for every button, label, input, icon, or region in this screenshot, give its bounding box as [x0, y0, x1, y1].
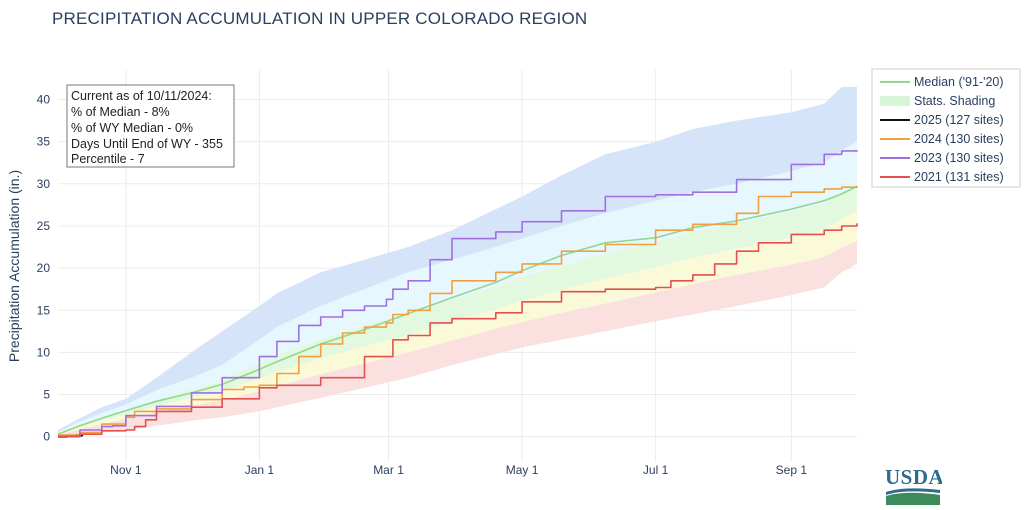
stats-shading-bands	[58, 86, 857, 437]
y-tick-label: 40	[37, 93, 51, 107]
legend[interactable]: Median ('91-'20) Stats. Shading 2025 (127 …	[871, 68, 1021, 188]
legend-label: Median ('91-'20)	[914, 75, 1004, 89]
info-line-pct-median: % of Median - 8%	[71, 105, 170, 119]
usda-logo-swoosh	[886, 488, 940, 495]
y-tick-label: 30	[37, 177, 51, 191]
band-70-90	[58, 141, 857, 434]
y-tick-label: 20	[37, 261, 51, 275]
legend-item[interactable]: Stats. Shading	[880, 94, 995, 108]
band-50-70	[58, 183, 857, 435]
legend-label: 2023 (130 sites)	[914, 151, 1004, 165]
info-line-percentile: Percentile - 7	[71, 152, 145, 166]
legend-label: Stats. Shading	[914, 94, 995, 108]
y-tick-label: 25	[37, 219, 51, 233]
y-tick-label: 5	[43, 388, 50, 402]
y-tick-label: 15	[37, 303, 51, 317]
x-tick-label: Mar 1	[373, 463, 404, 477]
axis-layer: 0 5 10 15 20 25 30 35 40 Nov 1 Jan 1 Mar 1 May 1 Jul …	[6, 93, 807, 477]
band-max-90	[58, 86, 857, 433]
x-tick-label: Jan 1	[245, 463, 275, 477]
y-tick-label: 0	[43, 430, 50, 444]
series-line-2023[interactable]	[58, 150, 858, 438]
legend-item[interactable]: 2024 (130 sites)	[880, 132, 1004, 146]
legend-item[interactable]: Median ('91-'20)	[880, 75, 1004, 89]
legend-swatch	[880, 96, 910, 106]
info-line-days-until-end: Days Until End of WY - 355	[71, 137, 223, 151]
chart-title: PRECIPITATION ACCUMULATION IN UPPER COLO…	[52, 9, 588, 28]
info-line-pct-wy-median: % of WY Median - 0%	[71, 121, 193, 135]
usda-logo: USDA	[885, 466, 942, 505]
x-tick-label: Jul 1	[643, 463, 669, 477]
legend-label: 2021 (131 sites)	[914, 170, 1004, 184]
legend-frame	[871, 68, 1021, 188]
y-tick-label: 10	[37, 345, 51, 359]
x-tick-label: May 1	[506, 463, 539, 477]
y-axis-label: Precipitation Accumulation (in.)	[6, 170, 22, 362]
legend-label: 2024 (130 sites)	[914, 132, 1004, 146]
series-line-2024[interactable]	[58, 186, 858, 436]
y-tick-label: 35	[37, 135, 51, 149]
band-min-30	[58, 241, 857, 437]
legend-item[interactable]: 2021 (131 sites)	[880, 170, 1004, 184]
band-30-50	[58, 210, 857, 435]
series-line-2021[interactable]	[58, 223, 858, 438]
legend-label: 2025 (127 sites)	[914, 113, 1004, 127]
legend-item[interactable]: 2023 (130 sites)	[880, 151, 1004, 165]
usda-logo-field	[886, 492, 940, 505]
x-tick-label: Nov 1	[110, 463, 142, 477]
series-lines	[57, 150, 858, 438]
x-tick-label: Sep 1	[776, 463, 808, 477]
info-box: Current as of 10/11/2024: % of Median - …	[66, 84, 235, 168]
info-box-frame	[66, 84, 235, 168]
info-line-current: Current as of 10/11/2024:	[71, 89, 212, 103]
legend-item[interactable]: 2025 (127 sites)	[880, 113, 1004, 127]
usda-logo-text: USDA	[885, 466, 942, 489]
